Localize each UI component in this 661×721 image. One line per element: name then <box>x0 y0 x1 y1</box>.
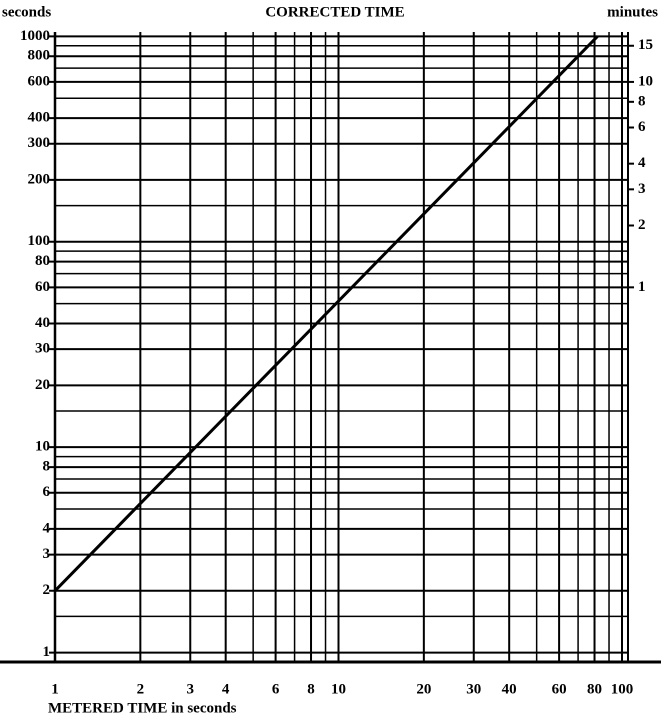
y-tick-label: 80 <box>35 253 50 269</box>
x-tick-label: 40 <box>502 681 517 697</box>
y-tick-label: 3 <box>43 546 51 562</box>
y-tick-label: 6 <box>43 484 51 500</box>
x-tick-label: 6 <box>272 681 280 697</box>
x-tick-label: 10 <box>331 681 346 697</box>
y2-tick-label: 3 <box>638 181 646 197</box>
y2-tick-label: 15 <box>638 37 653 53</box>
y-tick-label: 1 <box>43 644 51 660</box>
y2-tick-label: 2 <box>638 217 646 233</box>
y2-tick-label: 1 <box>638 279 646 295</box>
y-tick-label: 4 <box>43 520 51 536</box>
y-tick-label: 600 <box>28 73 51 89</box>
y-tick-label: 100 <box>28 233 51 249</box>
y-tick-label: 30 <box>35 341 50 357</box>
y-tick-label: 800 <box>28 48 51 64</box>
x-tick-label: 30 <box>466 681 481 697</box>
y-tick-label: 60 <box>35 279 50 295</box>
y2-tick-label: 4 <box>638 155 646 171</box>
y2-axis-label: minutes <box>607 4 658 20</box>
x-tick-label: 3 <box>187 681 195 697</box>
y-tick-label: 8 <box>43 459 51 475</box>
x-tick-label: 60 <box>552 681 567 697</box>
x-tick-label: 100 <box>611 681 634 697</box>
y-tick-label: 2 <box>43 582 51 598</box>
y-axis-label: seconds <box>2 4 51 20</box>
y-tick-label: 400 <box>28 110 51 126</box>
y2-tick-label: 6 <box>638 119 646 135</box>
x-tick-label: 2 <box>137 681 145 697</box>
x-tick-label: 1 <box>51 681 59 697</box>
x-axis-label: METERED TIME in seconds <box>48 700 237 716</box>
chart-title: CORRECTED TIME <box>265 4 404 20</box>
x-tick-label: 20 <box>416 681 431 697</box>
y-tick-label: 200 <box>28 171 51 187</box>
y-tick-label: 10 <box>35 439 50 455</box>
y-tick-label: 40 <box>35 315 50 331</box>
x-tick-label: 4 <box>222 681 230 697</box>
y2-tick-label: 10 <box>638 73 653 89</box>
y-tick-label: 1000 <box>20 28 50 44</box>
x-tick-label: 80 <box>587 681 602 697</box>
y-tick-label: 300 <box>28 135 51 151</box>
x-tick-label: 8 <box>307 681 315 697</box>
y-tick-label: 20 <box>35 377 50 393</box>
data-line <box>53 35 599 592</box>
y2-tick-label: 8 <box>638 93 646 109</box>
